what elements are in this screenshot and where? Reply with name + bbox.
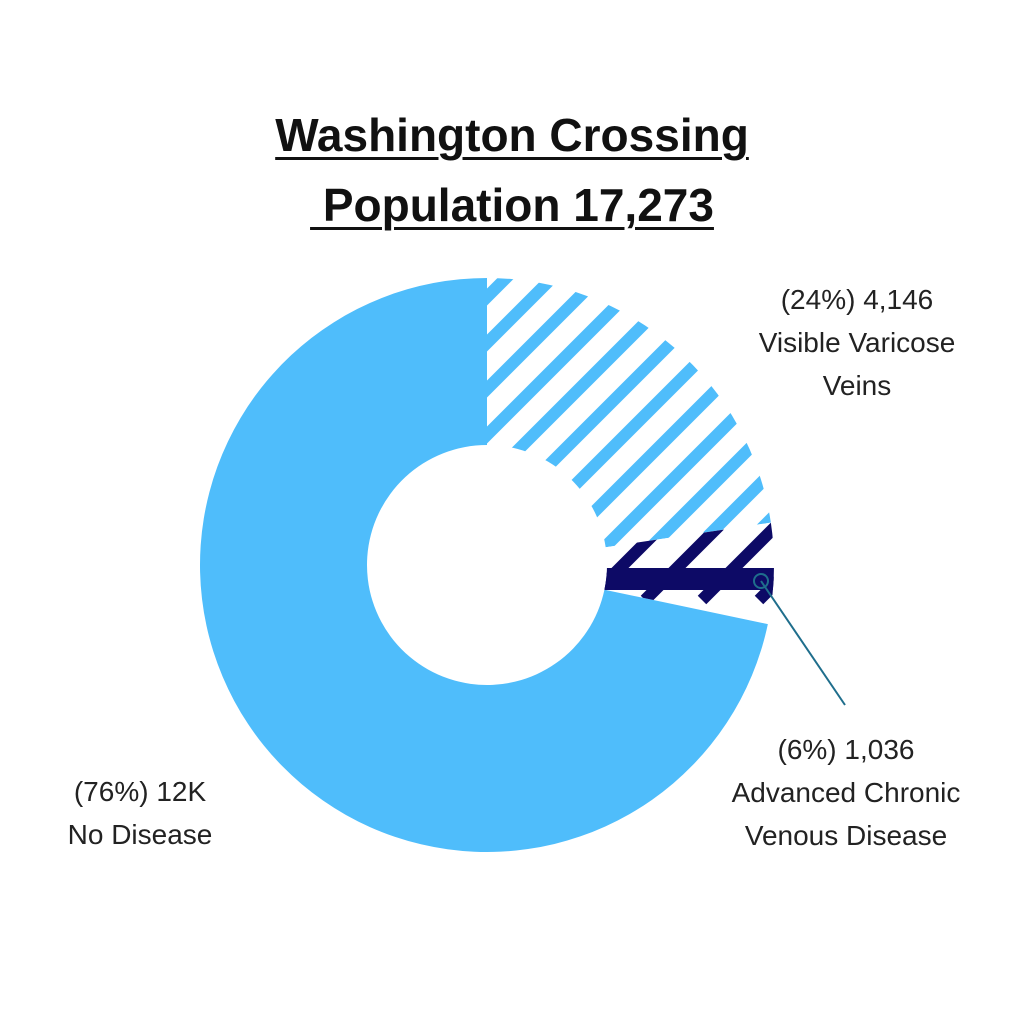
label-acvd-name-2: Venous Disease [744,820,948,851]
chart-title-line-1: Washington Crossing [275,109,749,161]
label-nd-name: No Disease [67,819,213,850]
hatch-stripe-dark [873,505,968,600]
label-acvd-percent: (6%) 1,036 [777,734,915,765]
label-acvd-name-1: Advanced Chronic [731,777,961,808]
label-visible-varicose-veins: (24%) 4,146 Visible Varicose Veins [712,278,1002,407]
pie-slice-no-disease [200,278,768,852]
leader-line-anchor [753,573,769,589]
label-advanced-chronic-venous-disease: (6%) 1,036 Advanced Chronic Venous Disea… [700,728,992,857]
hatch-stripe [487,278,667,548]
hatch-stripe [487,278,575,548]
hatch-stripe [1012,260,1024,600]
hatch-stripe-dark [930,505,1024,600]
hatch-stripe-dark [417,505,512,600]
label-no-disease: (76%) 12K No Disease [30,770,250,856]
chart-title: Washington Crossing Population 17,273 [0,100,1024,240]
hatch-stripe-dark [697,522,775,605]
chart-title-line-2: Population 17,273 [310,179,714,231]
label-vv-percent: (24%) 4,146 [780,284,934,315]
label-nd-percent: (76%) 12K [73,776,207,807]
hatch-stripe [487,278,621,548]
pie-slice-advanced-chronic-venous-disease [417,505,1024,605]
hatch-stripe-dark [816,505,911,600]
leader-line [760,580,846,706]
hatch-stripe-dark [604,522,688,605]
hatch-stripe-dark [474,505,569,600]
label-vv-name-1: Visible Varicose [758,327,956,358]
hatch-stripe [547,278,771,548]
hatch-band [604,568,775,590]
hatch-stripe-dark [640,522,745,605]
label-vv-name-2: Veins [822,370,892,401]
